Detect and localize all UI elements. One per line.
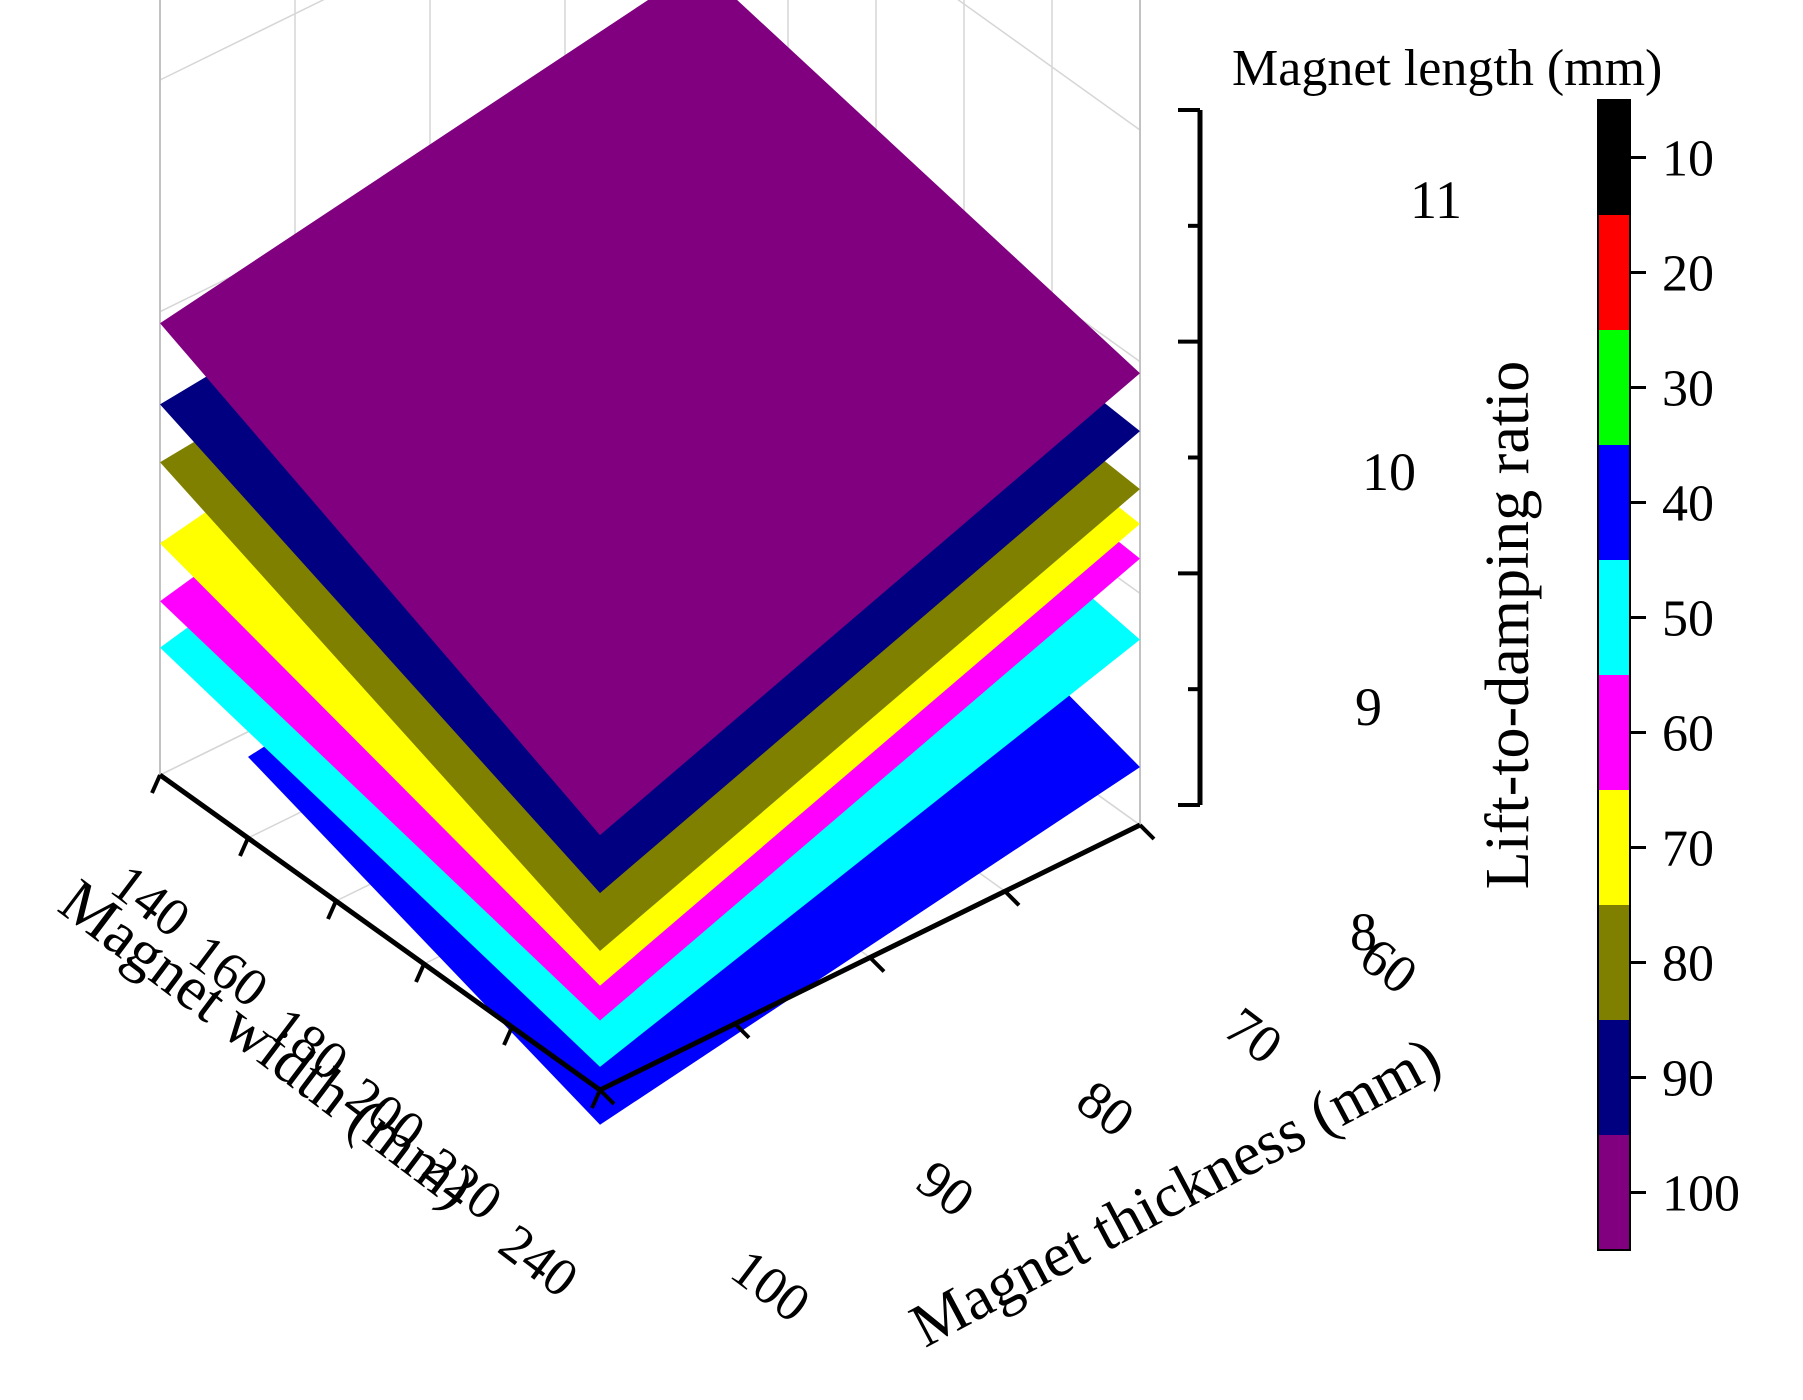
z-tick-label: 10 xyxy=(1362,442,1416,502)
colorbar-swatch xyxy=(1598,675,1630,790)
colorbar-swatch xyxy=(1598,905,1630,1020)
colorbar-swatch xyxy=(1598,445,1630,560)
y-axis-title: Magnet thickness (mm) xyxy=(900,1024,1452,1361)
colorbar-tick-label: 20 xyxy=(1662,246,1714,303)
colorbar-tick-label: 30 xyxy=(1662,361,1714,418)
colorbar-tick-label: 90 xyxy=(1662,1051,1714,1108)
z-axis-title: Lift-to-damping ratio xyxy=(1474,361,1542,890)
colorbar-title: Magnet length (mm) xyxy=(1232,40,1662,97)
colorbar-tick-label: 70 xyxy=(1662,821,1714,878)
colorbar-swatch xyxy=(1598,1135,1630,1250)
colorbar-swatch xyxy=(1598,330,1630,445)
colorbar-swatch xyxy=(1598,100,1630,215)
z-tick-label: 11 xyxy=(1410,170,1462,230)
colorbar-tick-label: 80 xyxy=(1662,936,1714,993)
y-axis-tick xyxy=(1138,823,1156,841)
axes xyxy=(150,108,1203,1109)
colorbar-tick-label: 60 xyxy=(1662,706,1714,763)
x-tick-label: 240 xyxy=(488,1212,589,1309)
wall-gridline xyxy=(159,0,325,81)
x-axis-tick xyxy=(414,963,426,983)
z-axis-ticks: 8 9 10 11 xyxy=(1350,170,1462,962)
x-axis-tick xyxy=(502,1026,514,1046)
colorbar-tick-label: 10 xyxy=(1662,131,1714,188)
colorbar-tick-label: 100 xyxy=(1662,1166,1740,1223)
y-axis-tick xyxy=(733,1022,751,1040)
x-axis-tick xyxy=(238,837,250,857)
colorbar-swatch xyxy=(1598,215,1630,330)
y-axis-tick xyxy=(1003,889,1021,907)
x-axis-line xyxy=(158,772,602,1093)
y-tick-label: 70 xyxy=(1214,995,1293,1075)
colorbar-swatch xyxy=(1598,560,1630,675)
x-axis-tick xyxy=(150,774,162,794)
z-tick-label: 8 xyxy=(1350,902,1377,962)
z-tick-label: 9 xyxy=(1355,677,1382,737)
y-tick-label: 100 xyxy=(720,1237,821,1334)
y-axis-tick xyxy=(868,956,886,973)
colorbar-border xyxy=(1597,99,1631,1251)
x-axis-tick xyxy=(590,1089,602,1109)
y-axis-tick xyxy=(598,1088,616,1106)
surfaces xyxy=(160,0,1140,1125)
colorbar-tick-label: 40 xyxy=(1662,476,1714,533)
colorbar-swatch xyxy=(1598,790,1630,905)
colorbar-tick-label: 50 xyxy=(1662,591,1714,648)
colorbar-ticks: 10 20 30 40 50 60 70 80 90 100 xyxy=(1630,131,1740,1223)
colorbar-swatches xyxy=(1597,99,1631,1251)
y-tick-label: 90 xyxy=(906,1148,985,1228)
colorbar-swatch xyxy=(1598,1020,1630,1135)
x-axis-tick xyxy=(326,900,338,920)
surface-length-100 xyxy=(160,0,1140,836)
y-tick-label: 80 xyxy=(1066,1068,1145,1148)
wall-gridline xyxy=(957,0,1141,131)
colorbar: Magnet length (mm) 10 20 30 40 50 60 70 80 90 100 xyxy=(1232,40,1740,1251)
